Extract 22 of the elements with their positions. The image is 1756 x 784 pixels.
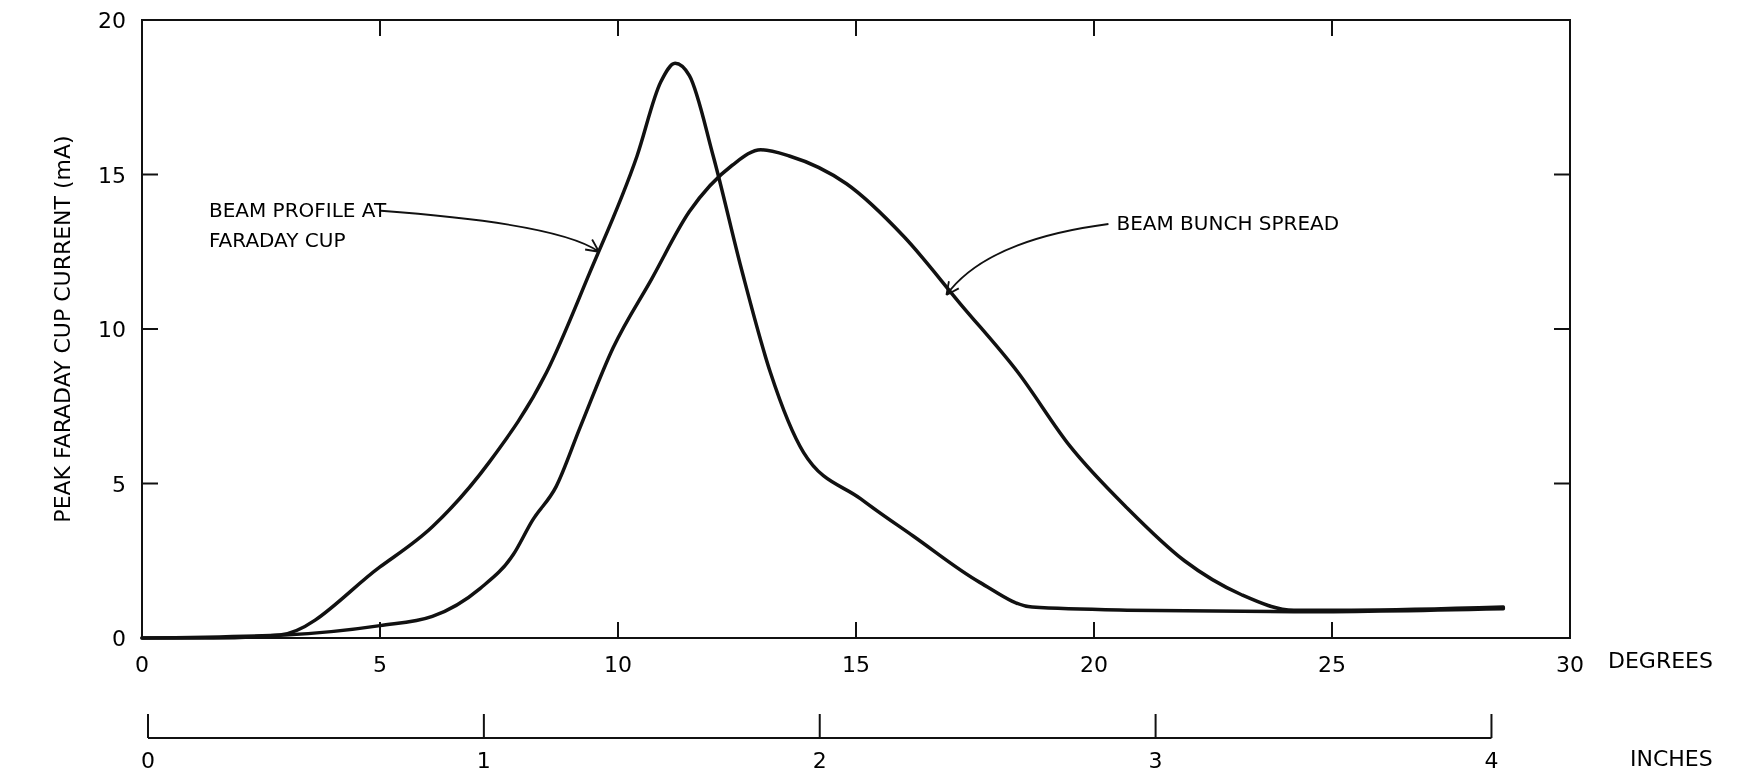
x-tick-label: 0 bbox=[135, 652, 149, 677]
x2-tick-label: 2 bbox=[812, 748, 827, 773]
x-tick-label: 20 bbox=[1080, 652, 1108, 677]
x-axis-title: DEGREES bbox=[1608, 648, 1713, 673]
x2-tick-label: 3 bbox=[1148, 748, 1163, 773]
annotation: BEAM PROFILE AT FARADAY CUP bbox=[208, 197, 387, 252]
x2-tick-label: 0 bbox=[141, 748, 155, 773]
x2-tick-label: 4 bbox=[1484, 748, 1499, 773]
y-tick-label: 0 bbox=[112, 626, 126, 651]
x-tick-label: 25 bbox=[1318, 652, 1346, 677]
x-tick-label: 15 bbox=[842, 652, 870, 677]
y-tick-label: 10 bbox=[98, 317, 126, 342]
y-axis-title: PEAK FARADAY CUP CURRENT (mA) bbox=[50, 135, 75, 523]
x2-axis-title: INCHES bbox=[1630, 746, 1713, 771]
x-tick-label: 30 bbox=[1556, 652, 1584, 677]
y-tick-label: 5 bbox=[112, 471, 126, 497]
annotation: BEAM BUNCH SPREAD bbox=[1116, 211, 1340, 236]
y-tick-label: 20 bbox=[98, 8, 126, 33]
y-tick-label: 15 bbox=[98, 162, 126, 188]
x-tick-label: 10 bbox=[604, 652, 632, 677]
x-tick-label: 5 bbox=[373, 652, 387, 677]
x2-tick-label: 1 bbox=[476, 748, 491, 773]
